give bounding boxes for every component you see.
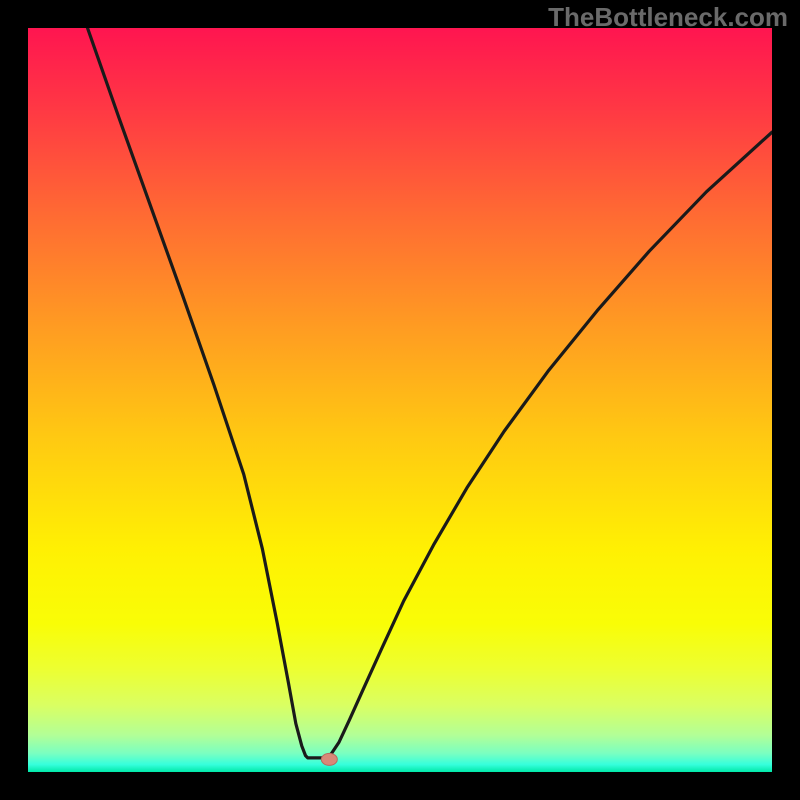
bottleneck-curve [88,28,772,758]
chart-container: TheBottleneck.com [0,0,800,800]
watermark-text: TheBottleneck.com [548,2,788,33]
optimum-marker [321,753,337,765]
curve-layer [28,28,772,772]
plot-area [28,28,772,772]
